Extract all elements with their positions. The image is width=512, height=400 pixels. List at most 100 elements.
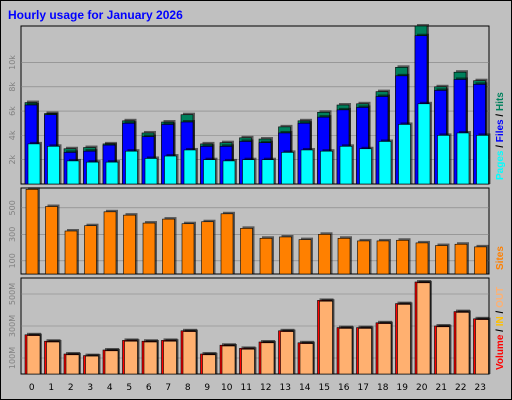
bar-out [280,329,296,375]
bar-pages [105,160,120,185]
legend-entry: Files [495,119,506,142]
legend-hits-files-pages: Pages / Files / Hits [495,92,506,180]
x-tick-label: 15 [319,383,330,393]
x-tick-label: 18 [377,383,389,393]
bar-pages [339,144,354,185]
bar-out [260,340,276,375]
y-tick-label: 100 [8,253,17,268]
bar-out [85,354,101,375]
bar-sites [435,243,450,275]
bar-sites [474,244,489,275]
legend-entry: / [495,111,506,119]
chart-title: Hourly usage for January 2026 [8,8,183,22]
x-tick-label: 23 [475,383,486,393]
bar-sites [103,209,118,275]
bar-sites [162,217,177,275]
y-tick-label: 8k [8,82,17,92]
legend-sites: Sites [495,246,506,270]
y-tick-label: 500 [8,200,17,215]
y-tick-label: 300M [8,315,17,337]
bar-sites [318,232,333,275]
bar-sites [259,236,274,275]
bar-sites [396,238,411,275]
bar-pages [125,149,140,185]
bar-sites [181,221,196,275]
x-tick-label: 2 [68,383,74,393]
bar-pages [203,157,218,185]
bar-out [299,341,315,375]
bar-sites [357,238,372,275]
panel-hits-files-pages: 2k 4k 6k 8k 10k Pages / Files / Hits [8,24,506,185]
bar-out [26,333,42,375]
y-tick-label: 6k [8,106,17,116]
x-tick-label: 10 [221,383,233,393]
bar-out [397,302,413,375]
legend-entry: / [495,308,506,316]
legend-entry: Pages [495,150,506,180]
bar-out [455,310,471,375]
x-tick-label: 22 [455,383,466,393]
bar-pages [320,149,335,185]
bar-pages [476,133,491,185]
bar-pages [261,157,276,185]
bar-pages [144,156,159,185]
bar-sites [279,234,294,275]
bar-out [104,348,120,375]
bar-out [377,321,393,375]
panel-sites: 100 300 500 Sites [8,187,506,275]
bar-pages [66,158,81,185]
bar-pages [398,122,413,185]
bar-pages [27,141,42,185]
x-tick-label: 21 [436,383,447,393]
x-tick-label: 5 [126,383,132,393]
x-tick-label: 1 [48,383,54,393]
x-tick-label: 13 [280,383,291,393]
bar-out [319,299,335,375]
bar-pages [164,154,179,185]
x-tick-label: 9 [204,383,210,393]
x-tick-label: 0 [29,383,35,393]
bar-sites [201,219,216,275]
bar-sites [123,213,138,275]
bar-pages [378,139,393,185]
bar-sites [25,187,40,275]
bar-out [241,347,257,375]
bar-out [416,280,432,375]
y-tick-label: 10k [8,55,17,70]
legend-entry: IN [495,316,506,326]
bar-out [143,340,159,375]
x-tick-label: 19 [397,383,409,393]
bar-sites [84,223,99,275]
bar-sites [64,229,79,275]
x-tick-label: 11 [241,383,252,393]
x-tick-label: 20 [416,383,428,393]
bar-sites [454,242,469,275]
x-tick-label: 7 [165,383,171,393]
bar-pages [47,144,62,185]
bar-out [338,326,354,375]
bar-pages [183,147,198,185]
bar-out [475,317,491,375]
bar-sites [220,211,235,275]
panel-volume: 100M 300M 500M Volume / IN / OUT [8,277,506,375]
x-tick-label: 8 [185,383,191,393]
bar-sites [240,226,255,275]
legend-volume: Volume / IN / OUT [495,287,506,370]
y-tick-label: 500M [8,283,17,305]
bar-sites [298,237,313,275]
x-tick-label: 14 [299,383,311,393]
legend-entry: / [495,142,506,150]
bar-out [46,340,62,375]
y-tick-label: 4k [8,130,17,140]
bar-pages [242,157,257,185]
x-tick-label: 3 [87,383,93,393]
bar-pages [359,146,374,185]
bar-pages [456,130,471,185]
bar-sites [415,240,430,275]
x-tick-label: 17 [358,383,369,393]
legend-entry: OUT [495,287,506,308]
bar-sites [142,221,157,275]
x-tick-label: 16 [338,383,350,393]
bar-sites [45,204,60,275]
